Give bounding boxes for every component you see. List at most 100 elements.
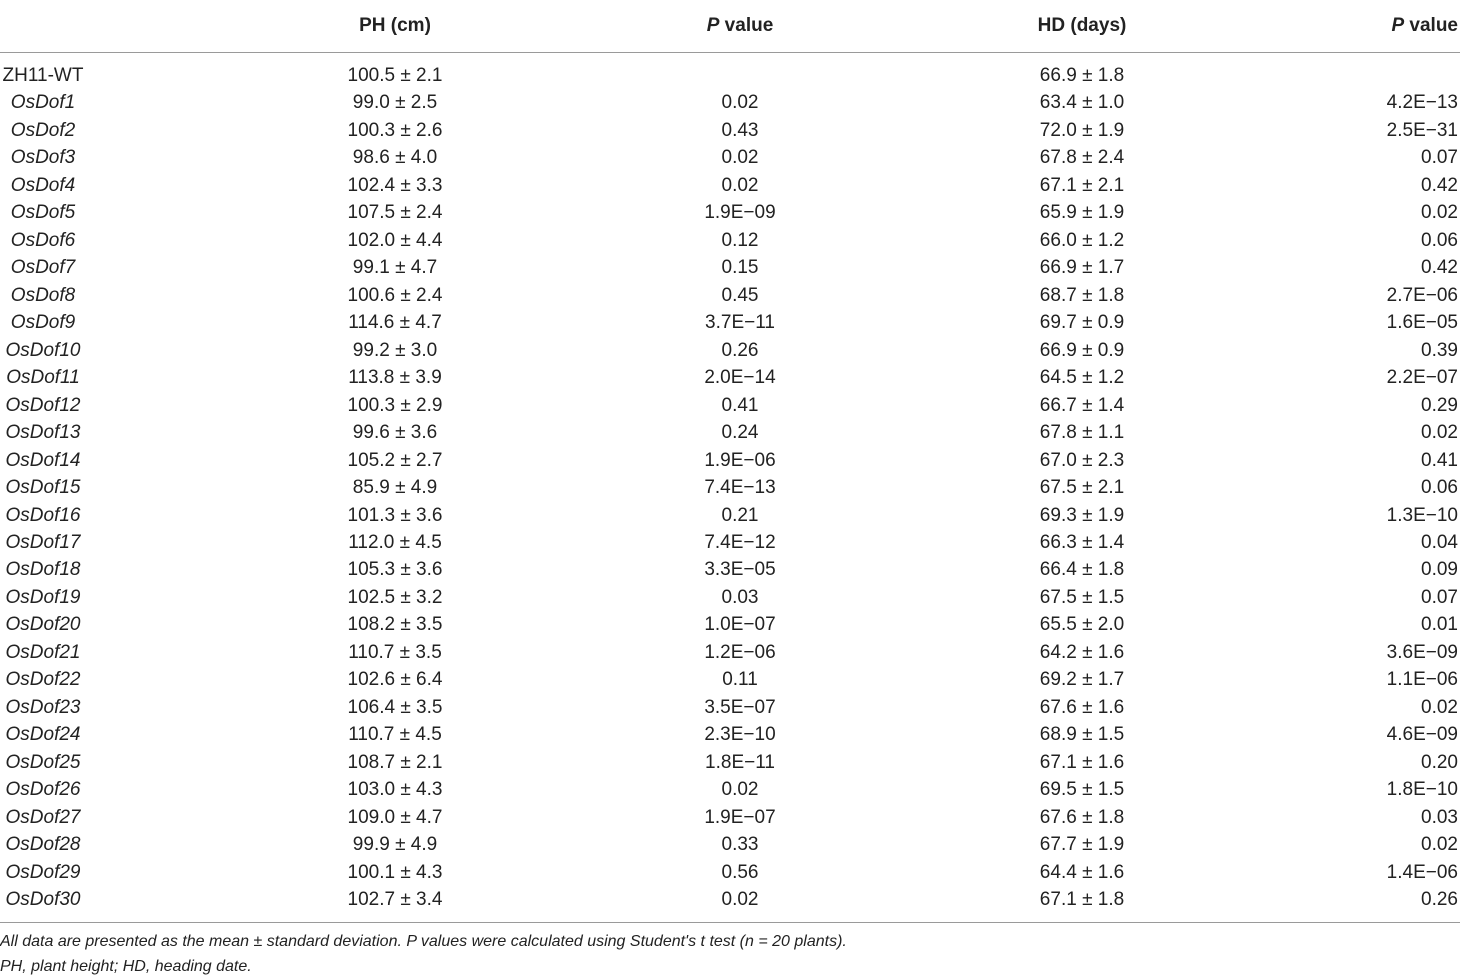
table-cell: 110.7 ± 3.5 — [348, 641, 442, 663]
table-cell: 0.39 — [1421, 339, 1458, 361]
table-cell: 67.1 ± 1.6 — [1039, 751, 1125, 773]
row-label: ZH11-WT — [2, 65, 84, 86]
table-cell: 1.8E−10 — [1386, 779, 1458, 801]
footnote: All data are presented as the mean ± sta… — [0, 933, 847, 950]
table-cell: 0.41 — [721, 394, 759, 416]
header-cell: P value — [1391, 12, 1458, 39]
table-cell: 0.41 — [1421, 449, 1458, 471]
table-cell: 0.42 — [1421, 257, 1458, 279]
table-cell: 107.5 ± 2.4 — [347, 202, 443, 224]
table-cell: 1.9E−07 — [704, 806, 776, 828]
table-cell: 102.0 ± 4.4 — [347, 229, 443, 251]
table-cell: 69.3 ± 1.9 — [1039, 504, 1125, 526]
table-cell: 67.1 ± 1.8 — [1039, 889, 1125, 911]
table-cell: 67.8 ± 1.1 — [1039, 422, 1125, 444]
header-text: value — [1404, 15, 1458, 36]
footnote: PH, plant height; HD, heading date. — [0, 958, 252, 975]
row-label: OsDof10 — [5, 339, 81, 361]
header-cell: HD (days) — [1037, 15, 1127, 36]
table-cell: 68.7 ± 1.8 — [1039, 284, 1125, 306]
table-cell: 66.4 ± 1.8 — [1039, 559, 1125, 581]
table-cell: 7.4E−13 — [704, 477, 776, 499]
header-cell: PH (cm) — [359, 15, 431, 36]
row-label: OsDof29 — [5, 861, 81, 883]
table-cell: 66.9 ± 1.8 — [1039, 65, 1125, 86]
table-cell: 100.5 ± 2.1 — [347, 65, 443, 86]
row-label: OsDof8 — [10, 284, 76, 306]
table-cell: 67.6 ± 1.8 — [1039, 806, 1125, 828]
table-cell: 0.02 — [721, 779, 759, 801]
table-cell: 0.56 — [721, 861, 759, 883]
table-cell: 1.2E−06 — [704, 641, 776, 663]
row-label: OsDof21 — [5, 641, 81, 663]
row-label: OsDof25 — [5, 751, 81, 773]
table-cell: 67.1 ± 2.1 — [1039, 174, 1125, 196]
table-cell: 0.04 — [1421, 531, 1458, 553]
row-label: OsDof16 — [5, 504, 81, 526]
table-cell: 3.7E−11 — [705, 312, 775, 334]
table-cell: 102.6 ± 6.4 — [347, 669, 443, 691]
header-text: value — [719, 15, 774, 36]
table-cell: 105.3 ± 3.6 — [347, 559, 443, 581]
table-cell: 0.07 — [1421, 147, 1458, 169]
table-cell: 106.4 ± 3.5 — [347, 696, 443, 718]
row-label: OsDof24 — [5, 724, 81, 746]
table-cell: 100.6 ± 2.4 — [347, 284, 443, 306]
row-label: OsDof6 — [10, 229, 76, 251]
table-cell: 100.1 ± 4.3 — [347, 861, 443, 883]
row-label: OsDof28 — [5, 834, 81, 856]
table-cell: 2.0E−14 — [704, 367, 776, 389]
table-cell: 0.02 — [721, 174, 759, 196]
table-cell: 3.5E−07 — [704, 696, 776, 718]
header-italic: P — [1391, 15, 1405, 36]
row-label: OsDof7 — [10, 257, 76, 279]
table-cell: 7.4E−12 — [704, 531, 776, 553]
table-cell: 63.4 ± 1.0 — [1039, 92, 1125, 114]
table-cell: 67.7 ± 1.9 — [1039, 834, 1125, 856]
header-rule — [0, 52, 1460, 53]
table-cell: 1.9E−06 — [704, 449, 776, 471]
table-cell: 102.7 ± 3.4 — [347, 889, 443, 911]
row-label: OsDof22 — [5, 669, 81, 691]
table-cell: 99.2 ± 3.0 — [352, 339, 438, 361]
table-cell: 101.3 ± 3.6 — [347, 504, 443, 526]
bottom-rule — [0, 922, 1460, 923]
table-cell: 0.20 — [1421, 751, 1458, 773]
row-label: OsDof18 — [5, 559, 81, 581]
table-cell: 0.06 — [1421, 229, 1458, 251]
table-cell: 2.3E−10 — [704, 724, 776, 746]
table-cell: 64.2 ± 1.6 — [1039, 641, 1125, 663]
table-cell: 99.9 ± 4.9 — [352, 834, 438, 856]
row-label: OsDof3 — [10, 147, 76, 169]
row-label: OsDof12 — [5, 394, 81, 416]
table-cell: 3.3E−05 — [704, 559, 776, 581]
table-cell: 0.26 — [1421, 889, 1458, 911]
row-label: OsDof2 — [10, 119, 76, 141]
table-cell: 109.0 ± 4.7 — [347, 806, 443, 828]
table-cell: 0.43 — [721, 119, 759, 141]
table-cell: 114.6 ± 4.7 — [348, 312, 442, 334]
table-cell: 0.02 — [721, 147, 759, 169]
table-cell: 64.4 ± 1.6 — [1039, 861, 1125, 883]
table-cell: 2.2E−07 — [1386, 367, 1458, 389]
table-cell: 66.9 ± 1.7 — [1039, 257, 1125, 279]
table-cell: 0.11 — [722, 669, 758, 691]
table-cell: 0.45 — [721, 284, 759, 306]
table-cell: 67.5 ± 1.5 — [1039, 586, 1125, 608]
table-cell: 1.1E−06 — [1386, 669, 1458, 691]
table-cell: 0.42 — [1421, 174, 1458, 196]
table-cell: 66.3 ± 1.4 — [1039, 531, 1125, 553]
table-cell: 0.21 — [721, 504, 759, 526]
table-cell: 67.0 ± 2.3 — [1039, 449, 1125, 471]
table-cell: 1.3E−10 — [1386, 504, 1458, 526]
table-cell: 1.8E−11 — [705, 751, 775, 773]
table-cell: 0.01 — [1421, 614, 1458, 636]
table-cell: 2.7E−06 — [1386, 284, 1458, 306]
table-cell: 69.7 ± 0.9 — [1039, 312, 1125, 334]
table-cell: 105.2 ± 2.7 — [347, 449, 443, 471]
header-italic: P — [706, 15, 720, 36]
table-cell: 98.6 ± 4.0 — [352, 147, 438, 169]
table-cell: 69.2 ± 1.7 — [1039, 669, 1125, 691]
row-label: OsDof17 — [5, 531, 81, 553]
row-label: OsDof26 — [5, 779, 81, 801]
